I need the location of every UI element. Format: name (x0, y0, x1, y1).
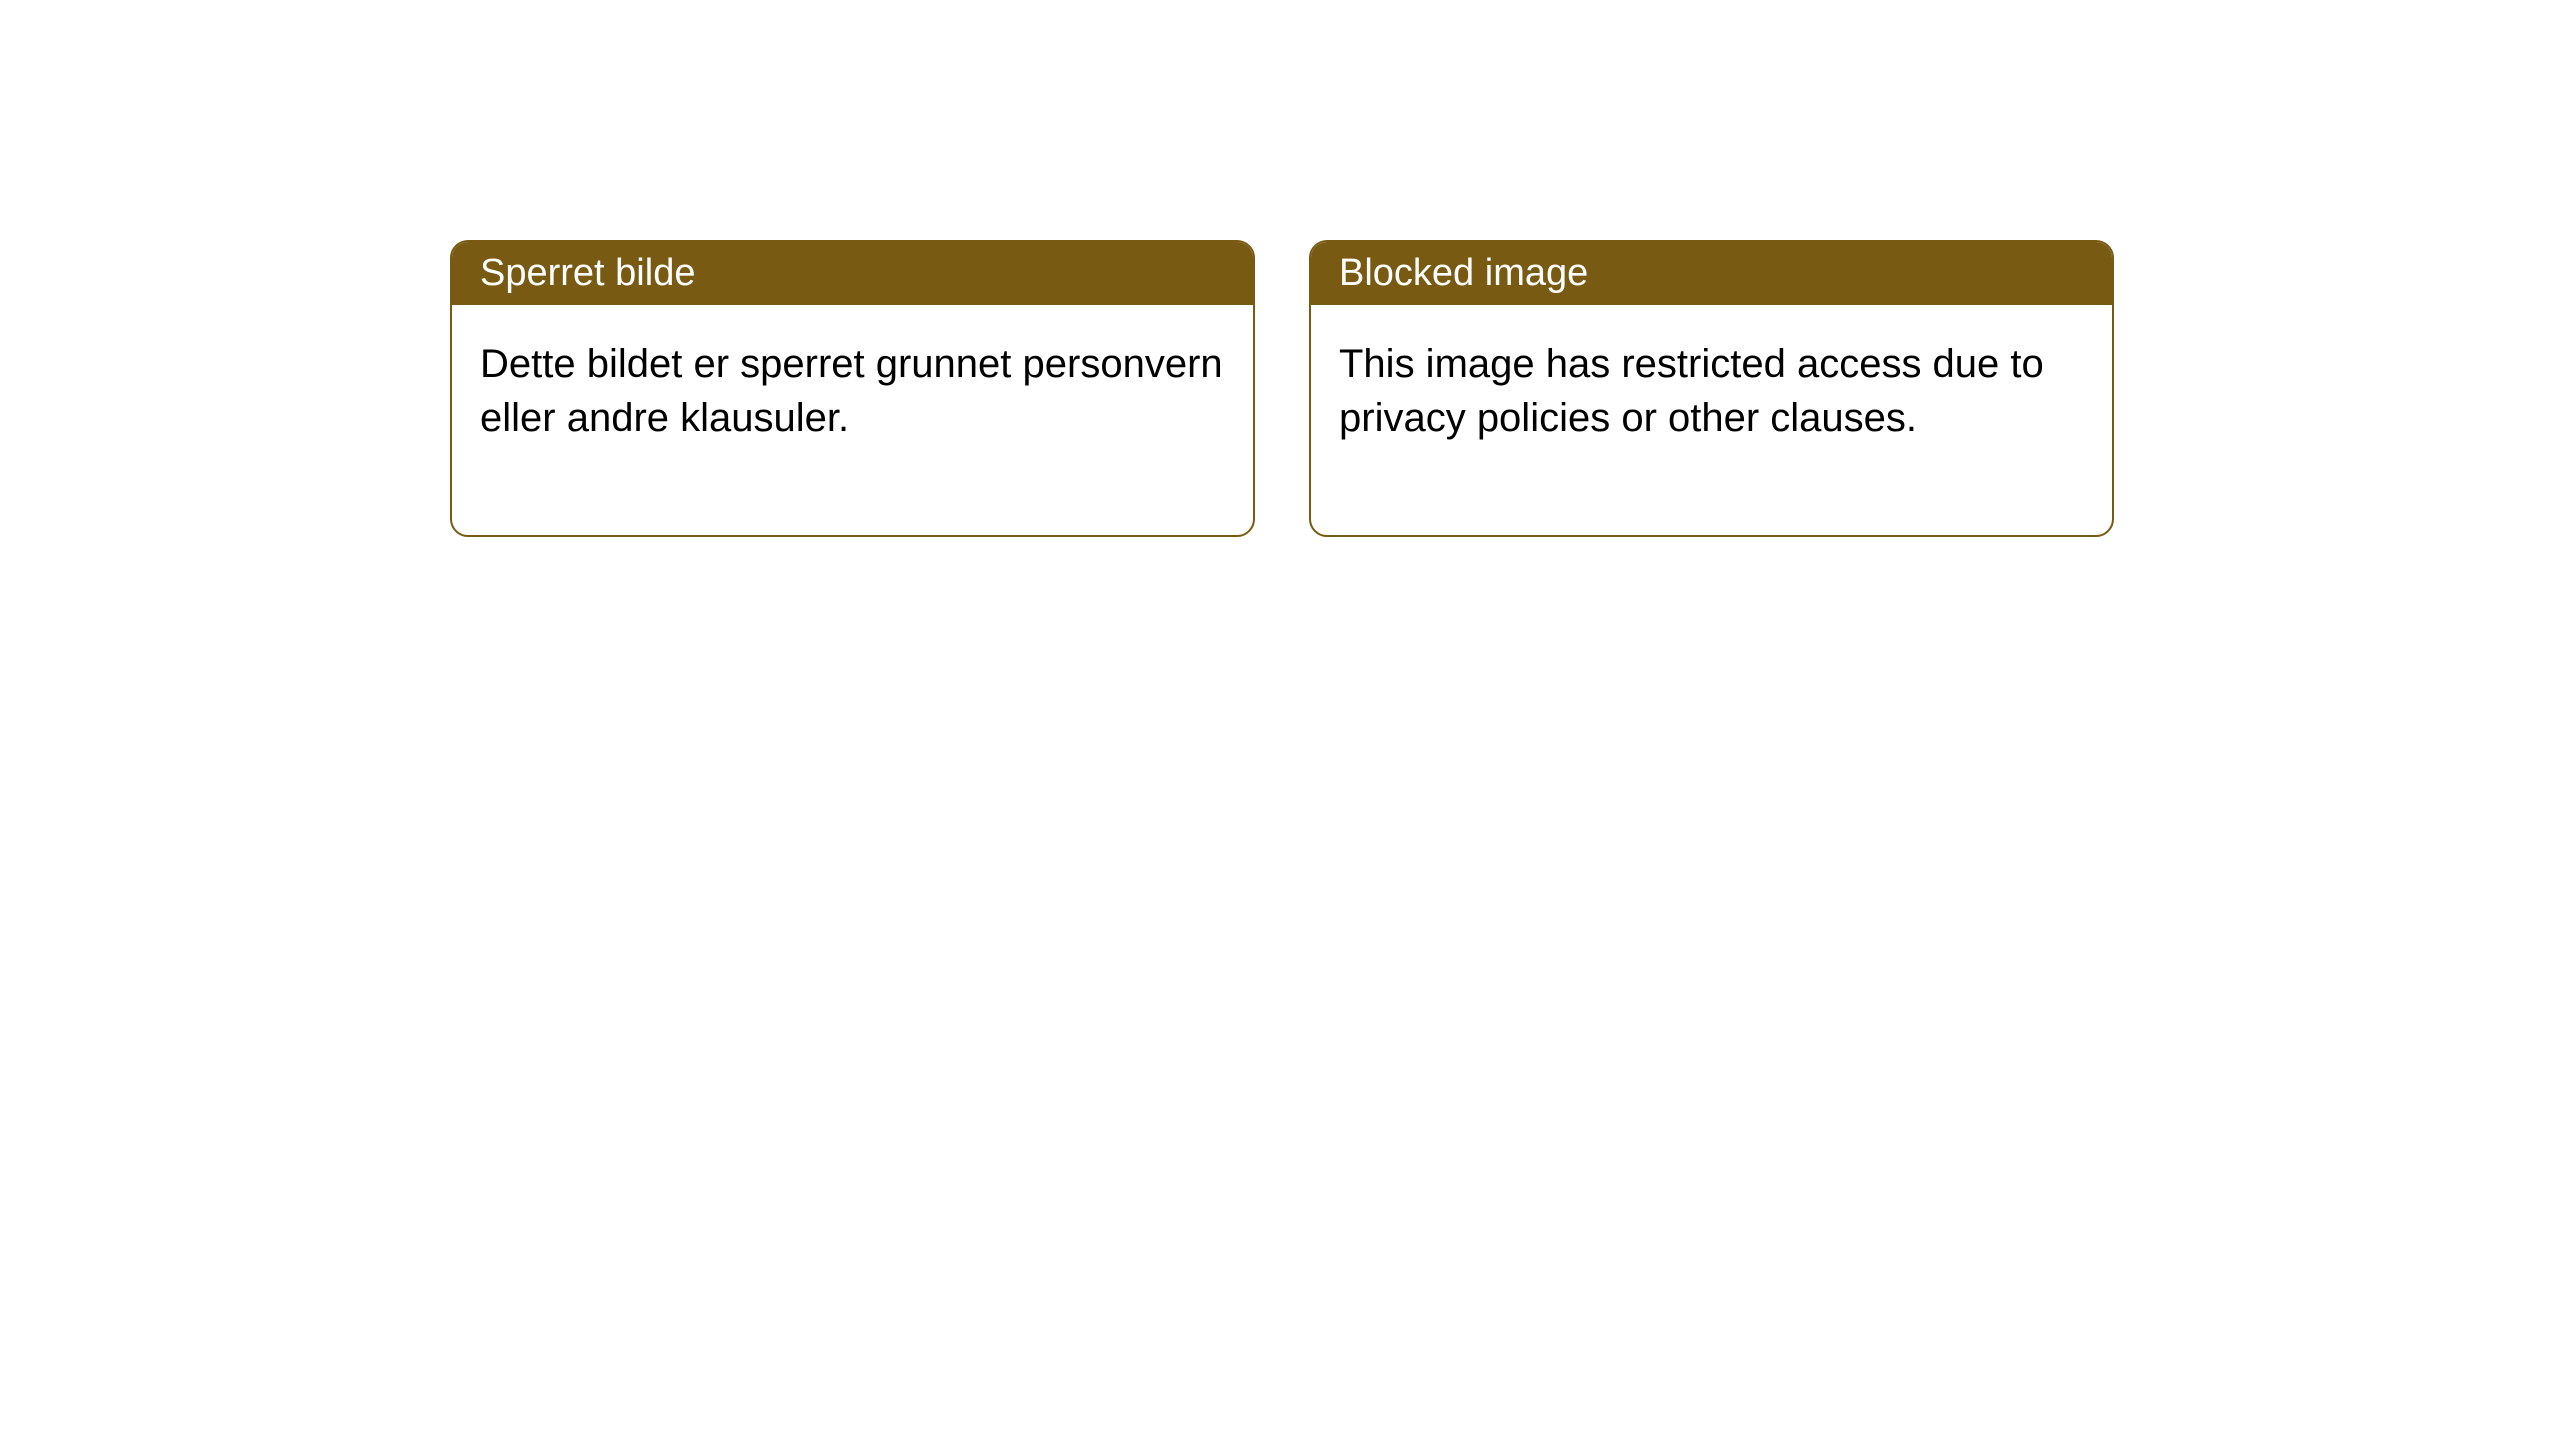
notice-card-norwegian: Sperret bilde Dette bildet er sperret gr… (450, 240, 1255, 537)
notice-body-text: This image has restricted access due to … (1339, 342, 2044, 440)
notice-card-body: Dette bildet er sperret grunnet personve… (452, 305, 1253, 535)
notice-cards-container: Sperret bilde Dette bildet er sperret gr… (0, 0, 2560, 537)
notice-title: Sperret bilde (480, 252, 695, 294)
notice-card-header: Blocked image (1311, 242, 2112, 305)
notice-title: Blocked image (1339, 252, 1588, 294)
notice-body-text: Dette bildet er sperret grunnet personve… (480, 342, 1223, 440)
notice-card-body: This image has restricted access due to … (1311, 305, 2112, 535)
notice-card-english: Blocked image This image has restricted … (1309, 240, 2114, 537)
notice-card-header: Sperret bilde (452, 242, 1253, 305)
